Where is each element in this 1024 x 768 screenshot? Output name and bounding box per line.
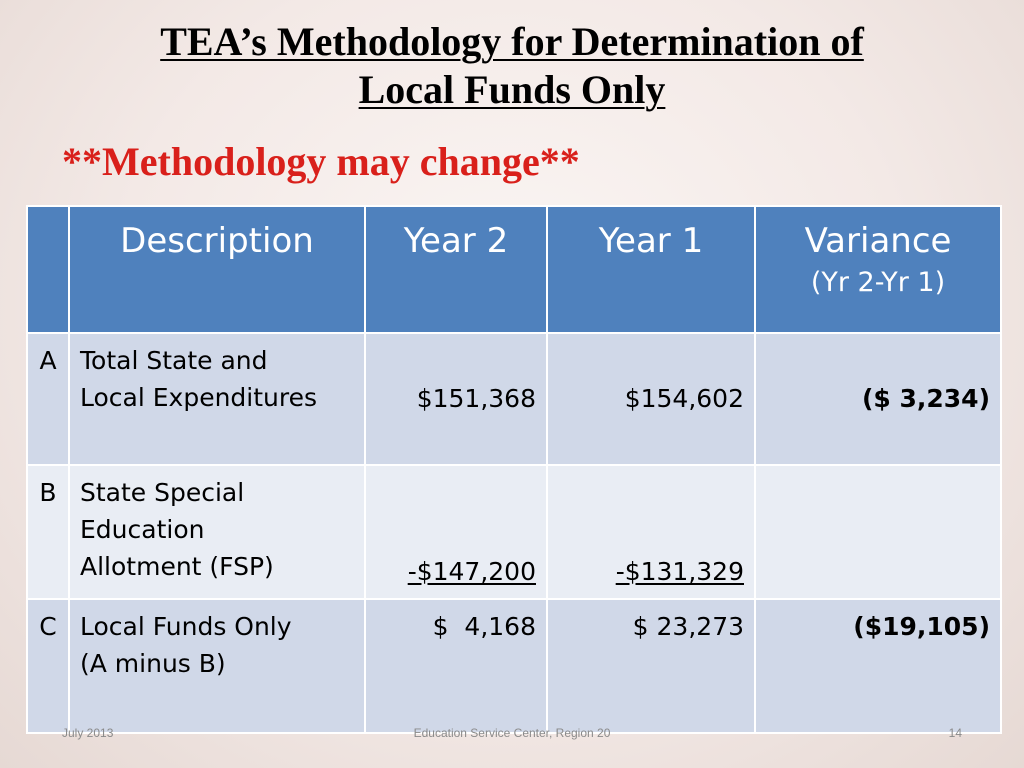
methodology-note: **Methodology may change** (62, 139, 580, 184)
row-year2: $ 4,168 (364, 598, 548, 734)
row-year1: -$131,329 (615, 557, 744, 586)
row-letter: B (26, 464, 70, 600)
row-description-line: Education (80, 515, 205, 544)
row-description-line: (A minus B) (80, 649, 226, 678)
table-row: A Total State and Local Expenditures $15… (26, 332, 1002, 466)
footer-date: July 2013 (62, 726, 114, 740)
row-year1: $154,602 (546, 332, 756, 466)
row-year2: $151,368 (364, 332, 548, 466)
slide-title-line1: TEA’s Methodology for Determination of (160, 19, 864, 64)
row-year2: -$147,200 (407, 557, 536, 586)
header-variance: Variance (Yr 2-Yr 1) (754, 205, 1002, 334)
row-variance: ($19,105) (754, 598, 1002, 734)
row-letter: A (26, 332, 70, 466)
header-variance-sub: (Yr 2-Yr 1) (810, 267, 946, 298)
row-description-line: Local Expenditures (80, 383, 318, 412)
header-description: Description (68, 205, 366, 334)
row-year1-cell: -$131,329 (546, 464, 756, 600)
row-description-line: Local Funds Only (80, 612, 292, 641)
header-blank (26, 205, 70, 334)
slide-title-line2: Local Funds Only (358, 67, 666, 112)
funds-table: Description Year 2 Year 1 Variance (Yr 2… (26, 205, 1002, 734)
header-year1: Year 1 (546, 205, 756, 334)
footer-page-number: 14 (948, 726, 962, 740)
row-description: State Special Education Allotment (FSP) (68, 464, 366, 600)
row-year1: $ 23,273 (546, 598, 756, 734)
row-letter: C (26, 598, 70, 734)
table-header-row: Description Year 2 Year 1 Variance (Yr 2… (26, 205, 1002, 334)
header-variance-label: Variance (804, 221, 952, 261)
footer-organization: Education Service Center, Region 20 (413, 726, 611, 740)
table-row: B State Special Education Allotment (FSP… (26, 464, 1002, 600)
row-description: Total State and Local Expenditures (68, 332, 366, 466)
row-year2-cell: -$147,200 (364, 464, 548, 600)
table-row: C Local Funds Only (A minus B) $ 4,168 $… (26, 598, 1002, 734)
row-variance (754, 464, 1002, 600)
row-variance: ($ 3,234) (754, 332, 1002, 466)
slide-title: TEA’s Methodology for Determination of L… (0, 18, 1024, 114)
header-year2: Year 2 (364, 205, 548, 334)
row-description-line: State Special (80, 478, 245, 507)
row-description: Local Funds Only (A minus B) (68, 598, 366, 734)
row-description-line: Total State and (80, 346, 268, 375)
row-description-line: Allotment (FSP) (80, 552, 274, 581)
